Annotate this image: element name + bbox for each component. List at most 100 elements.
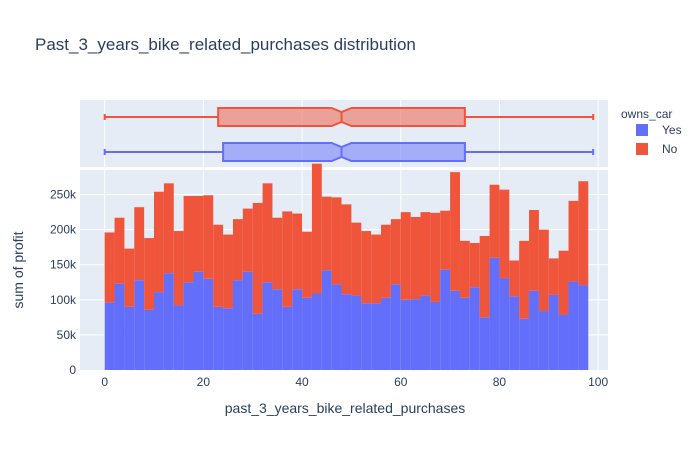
bar-no bbox=[361, 231, 372, 304]
bar-yes bbox=[154, 292, 164, 370]
y-axis-ticks: 0 50k 100k 150k 200k 250k bbox=[50, 188, 77, 377]
bar-yes bbox=[440, 269, 451, 370]
bar-no bbox=[529, 210, 539, 291]
bar-yes bbox=[400, 299, 411, 370]
bar-yes bbox=[450, 290, 460, 370]
bar-yes bbox=[272, 289, 283, 370]
bar-no bbox=[509, 260, 520, 297]
bar-no bbox=[430, 212, 441, 302]
bar-yes bbox=[203, 278, 214, 370]
bar-yes bbox=[361, 303, 372, 370]
bar-yes bbox=[262, 282, 273, 370]
legend-title: owns_car bbox=[621, 107, 672, 121]
x-axis-ticks: 0 20 40 60 80 100 bbox=[101, 375, 608, 389]
bar-no bbox=[242, 208, 253, 272]
bar-yes bbox=[114, 283, 125, 370]
bar-yes bbox=[410, 299, 421, 370]
bar-no bbox=[321, 196, 332, 271]
bar-no bbox=[578, 181, 589, 286]
bar-no bbox=[302, 231, 312, 298]
bar-no bbox=[311, 163, 322, 294]
bar-no bbox=[568, 200, 579, 282]
bar-yes bbox=[193, 271, 204, 370]
bar-yes bbox=[371, 303, 382, 370]
bar-yes bbox=[292, 289, 303, 370]
bar-yes bbox=[509, 296, 520, 370]
y-tick-label: 0 bbox=[69, 363, 76, 377]
y-tick-label: 150k bbox=[50, 258, 77, 272]
bar-yes bbox=[311, 293, 322, 370]
x-tick-label: 20 bbox=[197, 375, 211, 389]
bar-yes bbox=[568, 281, 579, 370]
chart-title: Past_3_years_bike_related_purchases dist… bbox=[35, 35, 416, 54]
bar-no bbox=[390, 219, 401, 285]
bar-no bbox=[469, 242, 480, 288]
bar-yes bbox=[124, 306, 135, 370]
bar-no bbox=[381, 224, 391, 298]
x-tick-label: 80 bbox=[493, 375, 507, 389]
bar-no bbox=[183, 195, 194, 283]
bar-yes bbox=[282, 306, 293, 370]
bar-yes bbox=[381, 297, 391, 370]
x-tick-label: 60 bbox=[394, 375, 408, 389]
bar-yes bbox=[232, 280, 243, 370]
legend-item-no[interactable]: No bbox=[636, 142, 678, 156]
bar-no bbox=[173, 231, 184, 306]
bar-yes bbox=[242, 271, 253, 370]
bar-yes bbox=[489, 257, 500, 370]
bar-no bbox=[134, 207, 145, 281]
bar-no bbox=[262, 183, 273, 283]
bar-yes bbox=[321, 270, 332, 370]
bar-yes bbox=[479, 317, 490, 370]
bar-no bbox=[292, 213, 303, 290]
bar-yes bbox=[173, 305, 184, 370]
bar-yes bbox=[538, 311, 549, 370]
y-tick-label: 250k bbox=[50, 188, 77, 202]
bar-yes bbox=[499, 278, 510, 370]
box-yes bbox=[222, 142, 466, 162]
bar-no bbox=[450, 172, 460, 291]
bar-yes bbox=[134, 280, 145, 370]
y-tick-label: 50k bbox=[57, 328, 77, 342]
bar-yes bbox=[223, 308, 233, 370]
bar-yes bbox=[578, 285, 589, 370]
bar-no bbox=[223, 234, 233, 309]
bar-yes bbox=[331, 284, 342, 370]
bar-yes bbox=[252, 313, 263, 370]
bar-no bbox=[440, 210, 451, 270]
bar-yes bbox=[558, 314, 569, 370]
bar-no bbox=[341, 204, 352, 295]
legend-item-yes[interactable]: Yes bbox=[636, 123, 682, 137]
x-axis-label: past_3_years_bike_related_purchases bbox=[225, 400, 466, 416]
legend-swatch-no bbox=[636, 143, 648, 155]
bar-yes bbox=[529, 290, 539, 370]
y-tick-label: 100k bbox=[50, 293, 77, 307]
legend: owns_car Yes No bbox=[621, 107, 682, 156]
bar-no bbox=[272, 217, 283, 290]
histogram-bars[interactable] bbox=[104, 163, 589, 370]
bar-no bbox=[400, 212, 411, 300]
y-tick-label: 200k bbox=[50, 223, 77, 237]
bar-yes bbox=[390, 284, 401, 370]
bar-no bbox=[410, 217, 421, 300]
bar-no bbox=[282, 211, 293, 307]
bar-yes bbox=[519, 318, 530, 370]
bar-yes bbox=[469, 287, 480, 370]
bar-yes bbox=[302, 297, 312, 370]
bar-no bbox=[371, 234, 382, 304]
x-tick-label: 0 bbox=[101, 375, 108, 389]
box-plots[interactable] bbox=[103, 107, 595, 162]
y-axis-label: sum of profit bbox=[10, 231, 26, 308]
bar-yes bbox=[104, 302, 115, 370]
bar-no bbox=[489, 184, 500, 258]
bar-no bbox=[459, 240, 470, 298]
bar-yes bbox=[351, 295, 362, 370]
bar-no bbox=[163, 183, 174, 274]
bar-no bbox=[558, 250, 569, 315]
bar-yes bbox=[183, 282, 194, 370]
legend-label-no: No bbox=[662, 142, 678, 156]
legend-label-yes: Yes bbox=[662, 123, 682, 137]
bar-no bbox=[331, 197, 342, 285]
bar-no bbox=[104, 232, 115, 303]
